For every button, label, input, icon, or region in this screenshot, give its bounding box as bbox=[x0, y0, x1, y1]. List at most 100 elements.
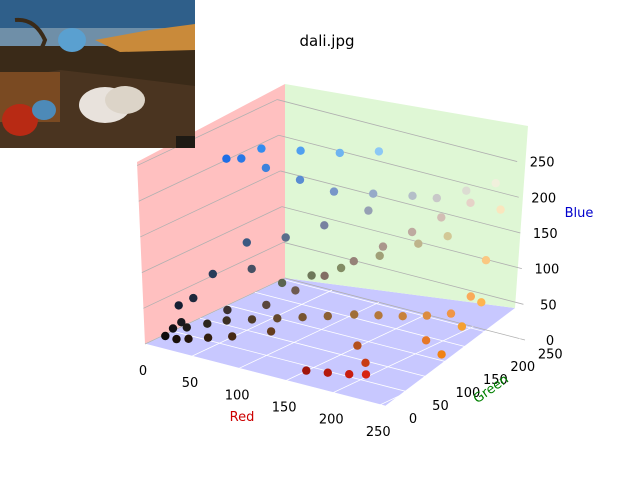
green-pane-gridline bbox=[280, 170, 521, 234]
pixel-point bbox=[481, 256, 491, 265]
dali-thumbnail-image bbox=[0, 0, 195, 148]
red-pane-gridline bbox=[136, 99, 278, 166]
red-pane-gridline bbox=[144, 277, 286, 345]
red-tick-label: 150 bbox=[272, 400, 297, 415]
green-tick-label: 100 bbox=[455, 386, 480, 401]
pixel-point bbox=[407, 227, 417, 237]
pixel-point bbox=[247, 315, 257, 324]
pixel-point bbox=[273, 314, 282, 323]
pixel-point bbox=[491, 179, 500, 188]
red-tick-label: 50 bbox=[182, 376, 199, 391]
pixel-point bbox=[353, 341, 362, 350]
pixel-point bbox=[237, 154, 246, 163]
pixel-point bbox=[374, 147, 384, 156]
pixel-point bbox=[161, 331, 170, 341]
chart-title: dali.jpg bbox=[299, 32, 354, 50]
green-pane-gridline bbox=[284, 277, 526, 341]
pixel-point bbox=[408, 191, 417, 200]
red-pane-gridline bbox=[140, 170, 281, 238]
pixel-point bbox=[208, 269, 217, 279]
pixel-point bbox=[378, 242, 388, 251]
pixel-point bbox=[281, 233, 290, 242]
blue-axis-label: Blue bbox=[565, 206, 594, 221]
pixel-point bbox=[223, 305, 232, 315]
floor-gridline bbox=[227, 304, 468, 368]
pixel-point bbox=[257, 144, 266, 153]
pixel-point bbox=[262, 300, 271, 310]
red-tick-label: 250 bbox=[366, 425, 391, 440]
pixel-point bbox=[182, 323, 191, 332]
floor-gridline bbox=[333, 326, 474, 393]
blue-tick-label: 150 bbox=[533, 227, 558, 242]
green-pane-gridline bbox=[277, 99, 518, 162]
pixel-point bbox=[374, 311, 383, 320]
pixel-point bbox=[496, 205, 505, 214]
red-axis-label: Red bbox=[230, 410, 255, 425]
green-tick-label: 250 bbox=[538, 347, 563, 362]
pixel-point bbox=[203, 319, 212, 328]
pixel-point bbox=[437, 213, 446, 222]
green-tick-label: 150 bbox=[483, 373, 508, 388]
green-pane-gridline bbox=[283, 241, 524, 305]
green-pane-gridline bbox=[281, 206, 522, 270]
pixel-point bbox=[466, 292, 475, 301]
pixel-point bbox=[398, 312, 407, 321]
pixel-point bbox=[375, 251, 384, 260]
pixel-point bbox=[336, 263, 346, 273]
red-pane-gridline bbox=[141, 206, 283, 273]
pixel-point bbox=[320, 221, 329, 230]
pixel-point bbox=[277, 278, 287, 288]
pixel-point bbox=[457, 322, 467, 331]
pixel-point bbox=[184, 334, 193, 343]
red-tick-label: 200 bbox=[319, 413, 344, 428]
pixel-point bbox=[364, 206, 373, 215]
pixel-point bbox=[222, 154, 231, 163]
pixel-point bbox=[446, 309, 456, 318]
green-axis-pane bbox=[285, 84, 528, 308]
floor-gridline bbox=[199, 317, 441, 381]
floor-gridline bbox=[191, 289, 333, 357]
pixel-point bbox=[174, 301, 183, 310]
floor-gridline bbox=[144, 343, 386, 407]
floor-gridline bbox=[380, 338, 521, 406]
pixel-point bbox=[421, 336, 431, 345]
tick-labels: 0501001502002500501001502002500501001502… bbox=[139, 156, 563, 440]
blue-tick-label: 250 bbox=[530, 156, 555, 171]
pixel-point bbox=[443, 232, 452, 241]
pixel-point bbox=[172, 334, 181, 344]
pixel-point bbox=[222, 316, 231, 325]
pixel-point bbox=[414, 239, 423, 248]
blue-tick-label: 50 bbox=[540, 298, 557, 313]
pixel-point bbox=[189, 293, 198, 303]
pixel-point bbox=[320, 271, 329, 280]
green-pane-gridline bbox=[278, 134, 519, 198]
pixel-point bbox=[422, 311, 432, 320]
pixel-point bbox=[462, 186, 471, 195]
pixel-point bbox=[298, 313, 307, 322]
pixel-point bbox=[261, 163, 271, 173]
pixel-point bbox=[329, 187, 339, 196]
red-tick-label: 0 bbox=[139, 364, 147, 379]
pixel-point bbox=[228, 332, 237, 341]
pixel-point bbox=[335, 148, 344, 158]
red-green-floor-pane bbox=[145, 278, 515, 406]
pixel-point bbox=[242, 238, 251, 247]
pixel-point bbox=[345, 370, 354, 379]
pixel-point bbox=[466, 198, 475, 207]
floor-gridline bbox=[172, 330, 413, 394]
pixel-point bbox=[323, 368, 332, 377]
pixel-point bbox=[437, 350, 446, 359]
pixel-point bbox=[296, 146, 305, 155]
pixel-point bbox=[369, 189, 378, 198]
pixel-point bbox=[432, 193, 441, 203]
blue-tick-label: 100 bbox=[534, 263, 559, 278]
green-tick-label: 0 bbox=[409, 412, 417, 427]
pixel-point bbox=[302, 366, 311, 375]
pixel-point bbox=[203, 333, 213, 342]
pixel-point bbox=[477, 298, 486, 307]
pixel-point bbox=[323, 311, 332, 321]
floor-gridline bbox=[254, 291, 495, 355]
pixel-point bbox=[266, 327, 276, 336]
pixel-point bbox=[295, 175, 305, 184]
